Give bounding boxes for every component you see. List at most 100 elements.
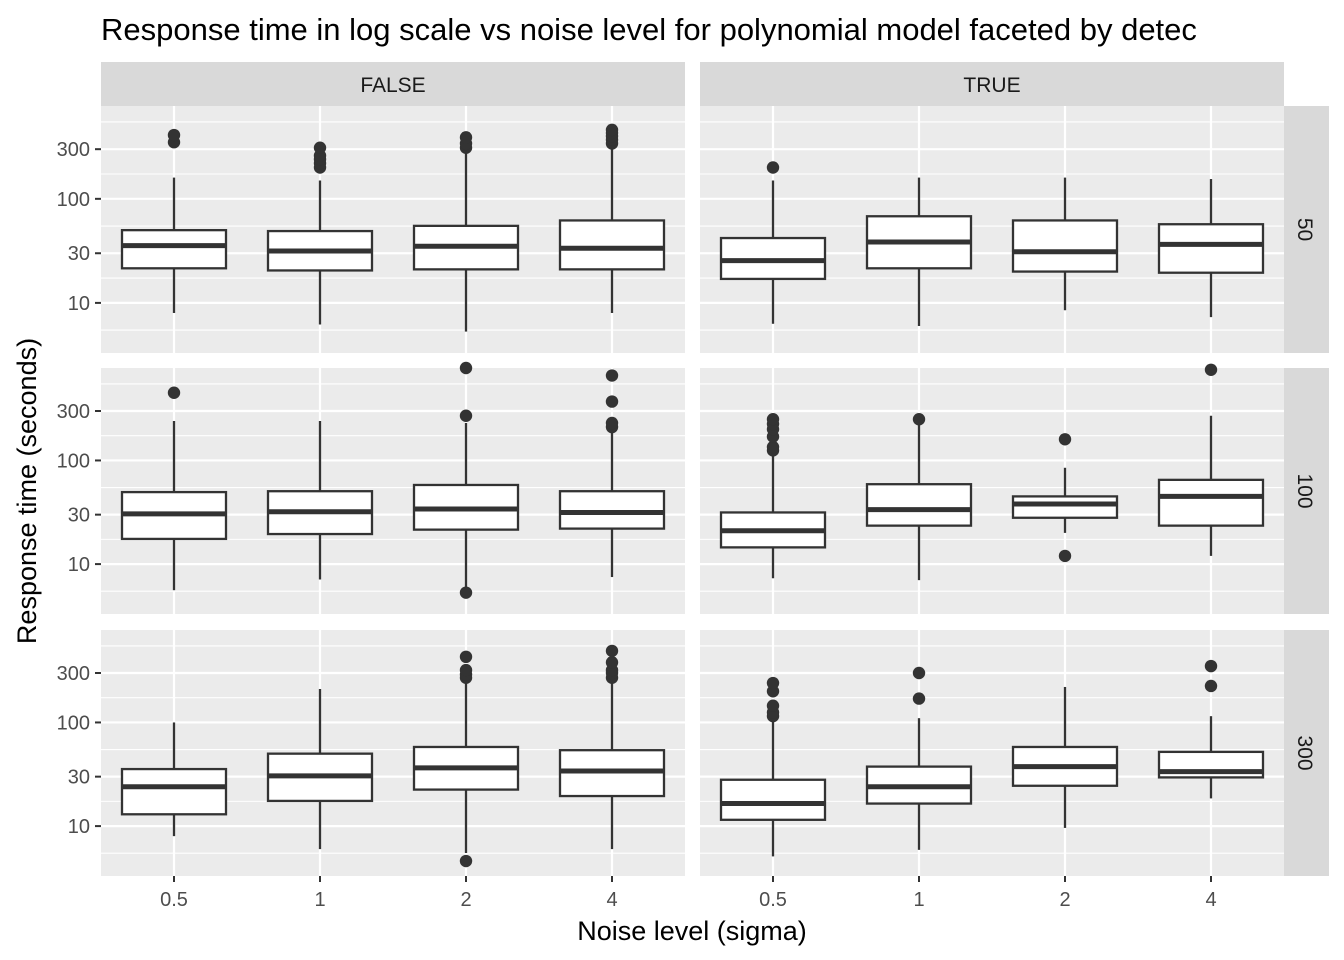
chart-title: Response time in log scale vs noise leve… (101, 12, 1197, 47)
outlier-point (459, 650, 473, 664)
x-tick-label: 1 (913, 889, 924, 911)
outlier-point (912, 413, 926, 426)
box-1 (865, 177, 973, 326)
x-tick-label: 1 (314, 889, 325, 911)
panel-false-300 (101, 630, 685, 876)
y-tick-label: 100 (57, 712, 90, 734)
outlier-point (766, 676, 780, 690)
row-strip-label: 50 (1293, 218, 1316, 241)
outlier-point (459, 409, 473, 422)
x-tick-label: 0.5 (160, 889, 188, 911)
outlier-point (459, 854, 473, 868)
box-2 (412, 361, 520, 599)
box-0.5 (719, 676, 827, 857)
outlier-point (313, 141, 327, 154)
row-strip-label: 300 (1293, 735, 1316, 770)
box-4 (558, 123, 666, 313)
y-tick-label: 300 (57, 663, 90, 685)
col-strip-false (101, 62, 685, 106)
outlier-point (459, 361, 473, 375)
outlier-point (766, 699, 780, 712)
box-iqr (120, 767, 228, 816)
box-iqr (120, 229, 228, 270)
y-tick-label: 300 (57, 139, 90, 161)
box-2 (1011, 177, 1119, 311)
outlier-point (459, 586, 473, 599)
x-tick-label: 4 (1205, 889, 1216, 911)
outlier-point (605, 369, 619, 382)
box-2 (1011, 433, 1119, 563)
outlier-point (459, 663, 473, 677)
outlier-point (766, 161, 780, 174)
y-tick-label: 100 (57, 189, 90, 211)
outlier-point (766, 440, 780, 454)
y-tick-label: 100 (57, 450, 90, 472)
box-1 (266, 689, 374, 850)
outlier-point (605, 644, 619, 658)
box-iqr (558, 219, 666, 271)
box-4 (1157, 659, 1265, 799)
x-tick-label: 2 (460, 889, 471, 911)
outlier-point (1058, 549, 1072, 563)
x-tick-label: 2 (1059, 889, 1070, 911)
outlier-point (167, 128, 181, 142)
y-tick-label: 10 (68, 816, 90, 838)
panel-false-100 (101, 361, 685, 614)
box-2 (412, 650, 520, 868)
y-axis-label: Response time (seconds) (12, 338, 42, 644)
x-axis-label: Noise level (sigma) (577, 916, 807, 946)
panel-true-300 (700, 630, 1284, 876)
y-tick-label: 30 (68, 505, 90, 527)
y-tick-label: 30 (68, 767, 90, 789)
outlier-point (1204, 659, 1218, 673)
box-iqr (865, 483, 973, 527)
outlier-point (912, 666, 926, 680)
row-strip-300 (1284, 630, 1329, 876)
box-2 (412, 131, 520, 332)
outlier-point (605, 123, 619, 137)
col-strip-true (700, 62, 1284, 106)
row-strip-100 (1284, 368, 1329, 614)
x-tick-label: 4 (606, 889, 617, 911)
box-iqr (1011, 495, 1119, 519)
box-2 (1011, 686, 1119, 828)
outlier-point (1204, 363, 1218, 376)
outlier-point (912, 692, 926, 705)
box-0.5 (719, 161, 827, 324)
col-strip-label: TRUE (963, 74, 1020, 97)
y-tick-label: 10 (68, 554, 90, 576)
y-tick-label: 10 (68, 293, 90, 315)
box-0.5 (120, 722, 228, 837)
y-tick-label: 300 (57, 401, 90, 423)
outlier-point (605, 656, 619, 669)
box-4 (558, 644, 666, 850)
box-0.5 (719, 413, 827, 579)
outlier-point (1204, 679, 1218, 693)
box-4 (1157, 179, 1265, 318)
panel-false-50 (101, 106, 685, 353)
box-1 (865, 413, 973, 581)
box-iqr (1157, 478, 1265, 527)
box-1 (266, 141, 374, 325)
outlier-point (766, 413, 780, 426)
box-iqr (558, 490, 666, 530)
panel-true-50 (700, 106, 1284, 353)
box-0.5 (120, 128, 228, 313)
y-tick-label: 30 (68, 243, 90, 265)
x-axes-layer: 0.5 1 2 4 0.5 1 2 4 (160, 876, 1217, 911)
outlier-point (605, 416, 619, 430)
outlier-point (167, 386, 181, 399)
box-4 (558, 369, 666, 578)
y-axes-layer: 10 30 100 300 10 30 100 300 10 30 100 300 (57, 139, 101, 838)
x-tick-label: 0.5 (759, 889, 787, 911)
box-0.5 (120, 386, 228, 591)
box-1 (865, 666, 973, 850)
box-1 (266, 421, 374, 580)
col-strip-label: FALSE (360, 74, 425, 97)
panel-true-100 (700, 363, 1284, 614)
box-iqr (1157, 223, 1265, 274)
box-4 (1157, 363, 1265, 556)
outlier-point (1058, 433, 1072, 446)
box-iqr (1011, 219, 1119, 273)
